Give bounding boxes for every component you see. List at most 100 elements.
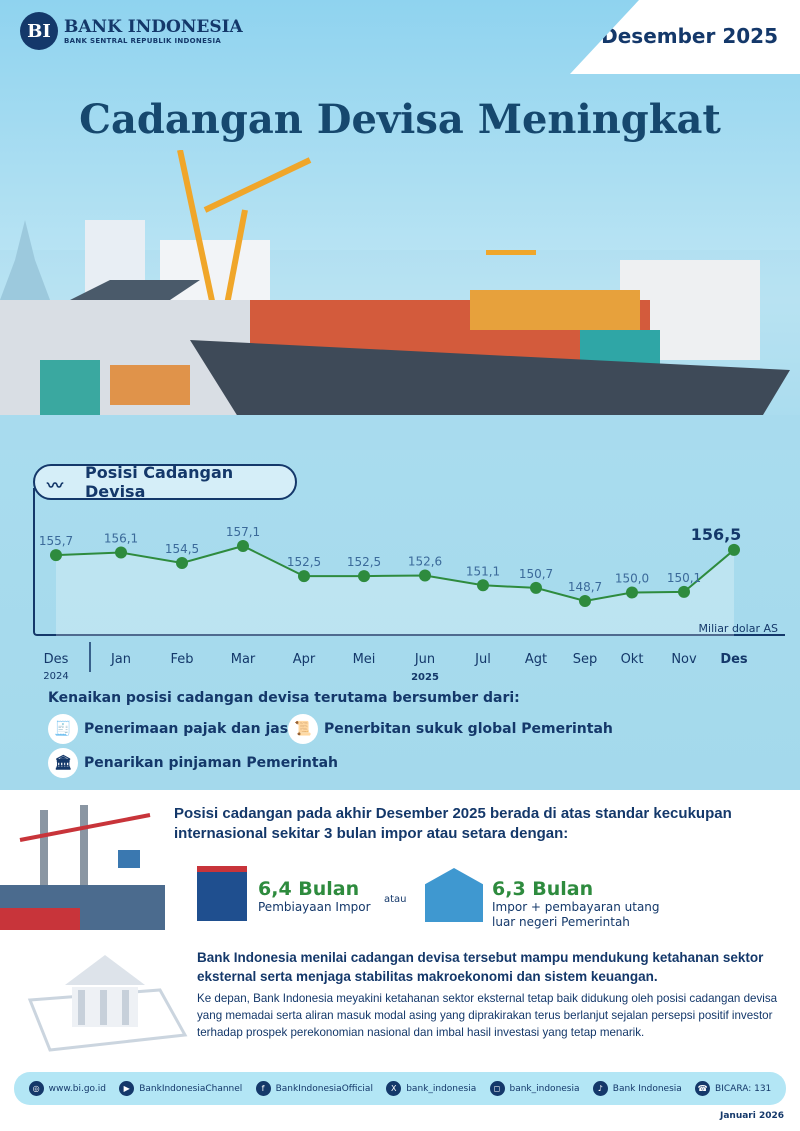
- month-tick-label: Des: [720, 652, 748, 667]
- chart-title-text: Posisi Cadangan Devisa: [85, 463, 234, 501]
- data-label: 155,7: [39, 534, 73, 548]
- month-tick-label: Okt: [621, 652, 644, 667]
- metric-import: 6,4 Bulan Pembiayaan Impor: [258, 878, 371, 915]
- source-label: Penarikan pinjaman Pemerintah: [84, 755, 338, 771]
- data-point: [115, 546, 127, 559]
- tax-document-icon: 🧾: [48, 714, 78, 744]
- assessment-body: Ke depan, Bank Indonesia meyakini ketaha…: [197, 992, 778, 1039]
- line-chart-icon: 〰: [47, 476, 64, 495]
- bank-hand-icon: 🏛: [48, 748, 78, 778]
- bank-indonesia-logo: BI BANK INDONESIA BANK SENTRAL REPUBLIK …: [20, 12, 243, 50]
- data-label: 156,5: [691, 525, 742, 544]
- month-tick-label: Jun: [414, 652, 435, 667]
- data-point: [237, 540, 249, 552]
- data-label: 154,5: [165, 542, 199, 556]
- link-text: bank_indonesia: [406, 1083, 477, 1094]
- adequacy-statement: Posisi cadangan pada akhir Desember 2025…: [174, 805, 732, 842]
- publication-date: Januari 2026: [719, 1111, 784, 1121]
- link-text: BankIndonesiaOfficial: [275, 1083, 373, 1094]
- source-label: Penerimaan pajak dan jasa: [84, 721, 298, 737]
- month-tick-label: Nov: [671, 652, 697, 667]
- metric-value: 6,4 Bulan: [258, 878, 360, 900]
- globe-icon: ◎: [28, 1081, 44, 1096]
- month-tick-label: Jan: [110, 652, 131, 667]
- data-point: [678, 585, 690, 598]
- assessment-headline: Bank Indonesia menilai cadangan devisa t…: [197, 950, 764, 984]
- youtube-link[interactable]: ▶ BankIndonesiaChannel: [119, 1081, 242, 1096]
- source-item-loan: 🏛 Penarikan pinjaman Pemerintah: [48, 748, 338, 778]
- data-point: [176, 557, 188, 570]
- data-point: [50, 549, 62, 562]
- source-item-tax-services: 🧾 Penerimaan pajak dan jasa: [48, 714, 297, 744]
- port-illustration: [0, 150, 800, 450]
- data-label: 152,6: [408, 554, 442, 568]
- facebook-icon: f: [255, 1081, 271, 1096]
- chart-frame: [33, 488, 785, 636]
- bi-emblem-icon: BI: [20, 12, 58, 50]
- link-text: bank_indonesia: [509, 1083, 580, 1094]
- sources-heading: Kenaikan posisi cadangan devisa terutama…: [48, 690, 520, 706]
- link-text: www.bi.go.id: [48, 1083, 106, 1094]
- month-tick-label: Feb: [170, 652, 193, 667]
- year-label: 2024: [43, 671, 68, 682]
- container-crane-illustration: [0, 805, 165, 930]
- data-label: 150,1: [667, 571, 701, 585]
- link-text: Bank Indonesia: [612, 1083, 682, 1094]
- month-tick-label: Jul: [474, 652, 491, 667]
- logo-name: BANK INDONESIA: [64, 17, 243, 37]
- year-label: 2025: [411, 672, 439, 683]
- instagram-icon: ◻: [489, 1081, 505, 1096]
- data-label: 152,5: [287, 555, 321, 569]
- bicara-icon: ☎: [695, 1081, 711, 1096]
- month-tick-label: Sep: [573, 652, 598, 667]
- facebook-link[interactable]: f BankIndonesiaOfficial: [255, 1081, 373, 1096]
- data-label: 150,0: [615, 571, 649, 585]
- container-icon: [197, 866, 247, 921]
- data-point: [626, 586, 638, 599]
- month-tick-label: Mar: [231, 652, 256, 667]
- bicara-link[interactable]: ☎ BICARA: 131: [695, 1081, 771, 1096]
- link-text: BankIndonesiaChannel: [139, 1083, 243, 1094]
- tiktok-link[interactable]: ♪ Bank Indonesia: [592, 1081, 682, 1096]
- data-label: 148,7: [568, 580, 602, 594]
- metric-import-debt: 6,3 Bulan Impor + pembayaran utang luar n…: [492, 878, 672, 930]
- data-point: [728, 543, 740, 556]
- metric-label: Pembiayaan Impor: [258, 900, 371, 914]
- month-tick-label: Mei: [353, 652, 376, 667]
- metric-label: Impor + pembayaran utang luar negeri Pem…: [492, 900, 660, 929]
- data-point: [579, 595, 591, 607]
- tiktok-icon: ♪: [592, 1081, 608, 1096]
- chart-title: 〰 Posisi Cadangan Devisa: [33, 463, 297, 501]
- data-label: 150,7: [519, 567, 553, 581]
- month-tick-label: Des: [44, 652, 69, 667]
- link-text: BICARA: 131: [715, 1083, 772, 1094]
- data-point: [358, 570, 370, 583]
- month-tick-label: Apr: [293, 652, 316, 667]
- data-label: 156,1: [104, 532, 138, 546]
- play-icon: ▶: [119, 1081, 135, 1096]
- data-point: [530, 581, 542, 594]
- bank-tablet-illustration: [27, 955, 188, 1052]
- metric-value: 6,3 Bulan: [492, 878, 594, 900]
- data-label: 157,1: [226, 525, 260, 539]
- data-point: [477, 579, 489, 592]
- instagram-link[interactable]: ◻ bank_indonesia: [489, 1081, 580, 1096]
- data-point: [419, 569, 431, 582]
- or-label: atau: [384, 894, 407, 905]
- footer-links: ◎ www.bi.go.id ▶ BankIndonesiaChannel f Ban…: [14, 1072, 786, 1105]
- data-point: [298, 570, 310, 583]
- period-label: Desember 2025: [601, 24, 778, 48]
- data-label: 152,5: [347, 555, 381, 569]
- assessment-section: Bank Indonesia menilai cadangan devisa t…: [197, 948, 782, 1041]
- bank-building-icon: [425, 868, 483, 922]
- x-icon: X: [386, 1081, 402, 1096]
- page-title: Cadangan Devisa Meningkat: [79, 96, 721, 143]
- logo-subtitle: BANK SENTRAL REPUBLIK INDONESIA: [64, 37, 222, 45]
- unit-label: Miliar dolar AS: [699, 622, 778, 635]
- data-label: 151,1: [466, 564, 500, 578]
- certificate-icon: 📜: [288, 714, 318, 744]
- website-link[interactable]: ◎ www.bi.go.id: [28, 1081, 106, 1096]
- month-tick-label: Agt: [525, 652, 547, 667]
- area-fill: [56, 546, 734, 636]
